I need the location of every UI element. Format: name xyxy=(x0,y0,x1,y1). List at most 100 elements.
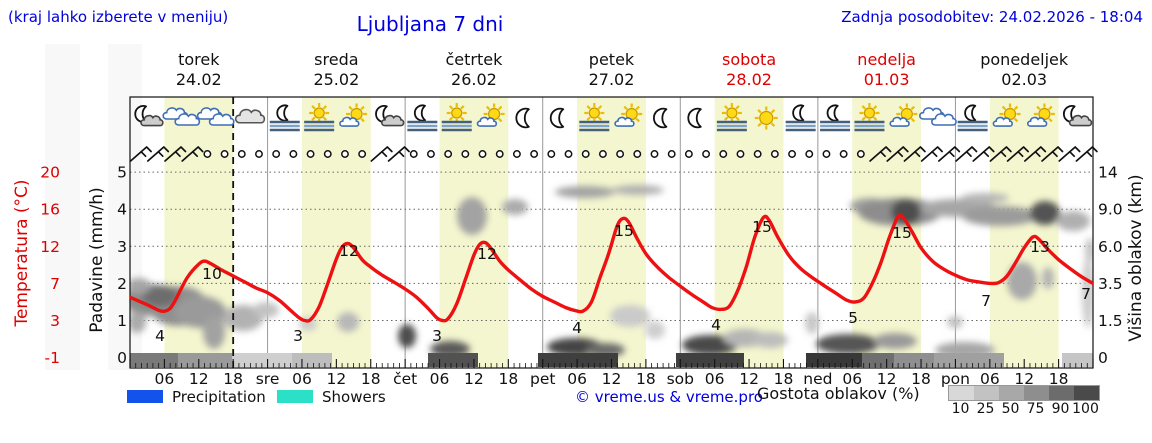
temperature-value-label: 7 xyxy=(1081,285,1091,303)
wind-barb-symbol xyxy=(146,146,170,162)
x-tick-label: 12 xyxy=(464,370,484,388)
wind-calm-symbol xyxy=(736,150,745,158)
x-tick-label: 06 xyxy=(155,370,175,388)
temperature-value-label: 7 xyxy=(981,292,991,310)
wind-calm-symbol xyxy=(788,150,797,158)
weather-icon-moon xyxy=(653,107,668,129)
x-tick-label: 06 xyxy=(842,370,862,388)
cloud-density-field xyxy=(130,185,1093,358)
cloud-blob xyxy=(752,332,788,348)
x-tick-label: 18 xyxy=(636,370,656,388)
wind-calm-symbol xyxy=(426,150,435,158)
cloud-density-colorbar xyxy=(948,385,1100,401)
wind-calm-symbol xyxy=(633,150,642,158)
wind-calm-symbol xyxy=(478,150,487,158)
temperature-value-label: 15 xyxy=(614,222,634,240)
temperature-value-label: 5 xyxy=(848,309,858,327)
wind-barb-symbol xyxy=(920,146,943,162)
day-header-petek: petek 27.02 xyxy=(588,50,635,89)
cloud-blob xyxy=(961,193,1009,203)
fog-segment xyxy=(862,353,894,367)
x-tick-label: 18 xyxy=(498,370,518,388)
wind-calm-symbol xyxy=(220,150,229,158)
x-tick-label: 12 xyxy=(877,370,897,388)
cloud-height-tick-label: 14 xyxy=(1098,164,1118,182)
cloud-height-tick-label: 6.0 xyxy=(1098,238,1123,256)
x-day-break-label: pon xyxy=(941,370,970,388)
x-tick-label: 12 xyxy=(189,370,209,388)
wind-barb-symbol xyxy=(972,146,995,162)
daylight-band xyxy=(714,97,784,368)
wind-calm-symbol xyxy=(719,150,728,158)
weather-icon-moon-cloud xyxy=(134,105,164,127)
temperature-value-label: 12 xyxy=(477,245,497,263)
cloud-blob xyxy=(610,305,650,327)
density-tick-label: 90 xyxy=(1051,401,1070,417)
cloud-blob xyxy=(457,197,487,235)
weather-icon-moon-cloud xyxy=(375,105,405,127)
cloud-blob xyxy=(223,305,263,331)
wind-calm-symbol xyxy=(805,150,814,158)
last-update-text: Zadnja posodobitev: 24.02.2026 - 18:04 xyxy=(841,8,1143,26)
copyright-link[interactable]: © vreme.us & vreme.pro xyxy=(575,388,763,406)
precipitation-tick-label: 4 xyxy=(117,201,127,219)
weather-icon-moon xyxy=(549,107,565,129)
wind-barb-symbol xyxy=(387,146,410,162)
ground-fog-band xyxy=(130,353,1093,367)
temperature-value-label: 13 xyxy=(1030,238,1050,256)
x-tick-label: 18 xyxy=(1049,370,1069,388)
temperature-tick-label: 12 xyxy=(40,238,60,256)
wind-calm-symbol xyxy=(753,150,762,158)
wind-barb-symbol xyxy=(1023,146,1047,162)
weather-icon-sun-cloud xyxy=(476,103,505,127)
wind-calm-symbol xyxy=(667,150,676,158)
precipitation-legend-label: Precipitation xyxy=(172,388,266,406)
wind-calm-symbol xyxy=(323,150,332,158)
cloud-blob xyxy=(805,312,819,334)
x-tick-label: 12 xyxy=(326,370,346,388)
cloud-blob xyxy=(1085,238,1093,262)
weather-icon-sun-fog xyxy=(716,103,747,132)
wind-barb-symbol xyxy=(1058,146,1081,162)
wind-calm-symbol xyxy=(684,150,693,158)
cloud-blob xyxy=(1030,201,1060,225)
wind-calm-symbol xyxy=(358,150,367,158)
cloud-blob xyxy=(1007,262,1037,300)
density-swatch-25 xyxy=(974,386,999,400)
wind-barb-symbol xyxy=(903,146,926,162)
density-tick-label: 100 xyxy=(1072,401,1099,417)
temperature-tick-label: 16 xyxy=(40,201,60,219)
temperature-value-label: 4 xyxy=(155,327,165,345)
x-tick-label: 12 xyxy=(1014,370,1034,388)
cloud-blob xyxy=(1042,267,1054,289)
weather-icon-sun-cloud xyxy=(992,103,1021,127)
density-tick-label: 10 xyxy=(951,401,970,417)
fog-segment xyxy=(292,353,332,367)
fog-segment xyxy=(1062,353,1093,367)
weather-icon-moon-fog xyxy=(785,104,816,132)
cloud-blob xyxy=(1082,256,1093,328)
daylight-band xyxy=(989,97,1059,368)
wind-barb-symbol xyxy=(1041,146,1064,162)
density-tick-label: 25 xyxy=(976,401,995,417)
precipitation-tick-label: 3 xyxy=(117,238,127,256)
temperature-axis-label: Temperatura (°C) xyxy=(12,179,32,327)
cloud-height-tick-label: 0 xyxy=(1098,349,1108,367)
precipitation-tick-label: 1 xyxy=(117,312,127,330)
day-header-ponedeljek: ponedeljek 02.03 xyxy=(980,50,1069,89)
weather-icon-moon-cloud xyxy=(1062,105,1093,127)
precipitation-tick-label: 5 xyxy=(117,164,127,182)
menu-hint-text: (kraj lahko izberete v meniju) xyxy=(8,8,229,26)
wind-calm-symbol xyxy=(203,150,212,158)
day-header-sobota: sobota 28.02 xyxy=(721,50,777,89)
temperature-value-label: 10 xyxy=(202,265,222,283)
wind-calm-symbol xyxy=(461,150,470,158)
x-tick-label: 06 xyxy=(292,370,312,388)
weather-icon-sun xyxy=(754,106,778,130)
wind-barb-symbol xyxy=(989,146,1012,162)
x-tick-label: 06 xyxy=(567,370,587,388)
fog-segment xyxy=(934,353,1004,367)
wind-calm-symbol xyxy=(702,150,711,158)
temperature-tick-label: 20 xyxy=(40,164,60,182)
